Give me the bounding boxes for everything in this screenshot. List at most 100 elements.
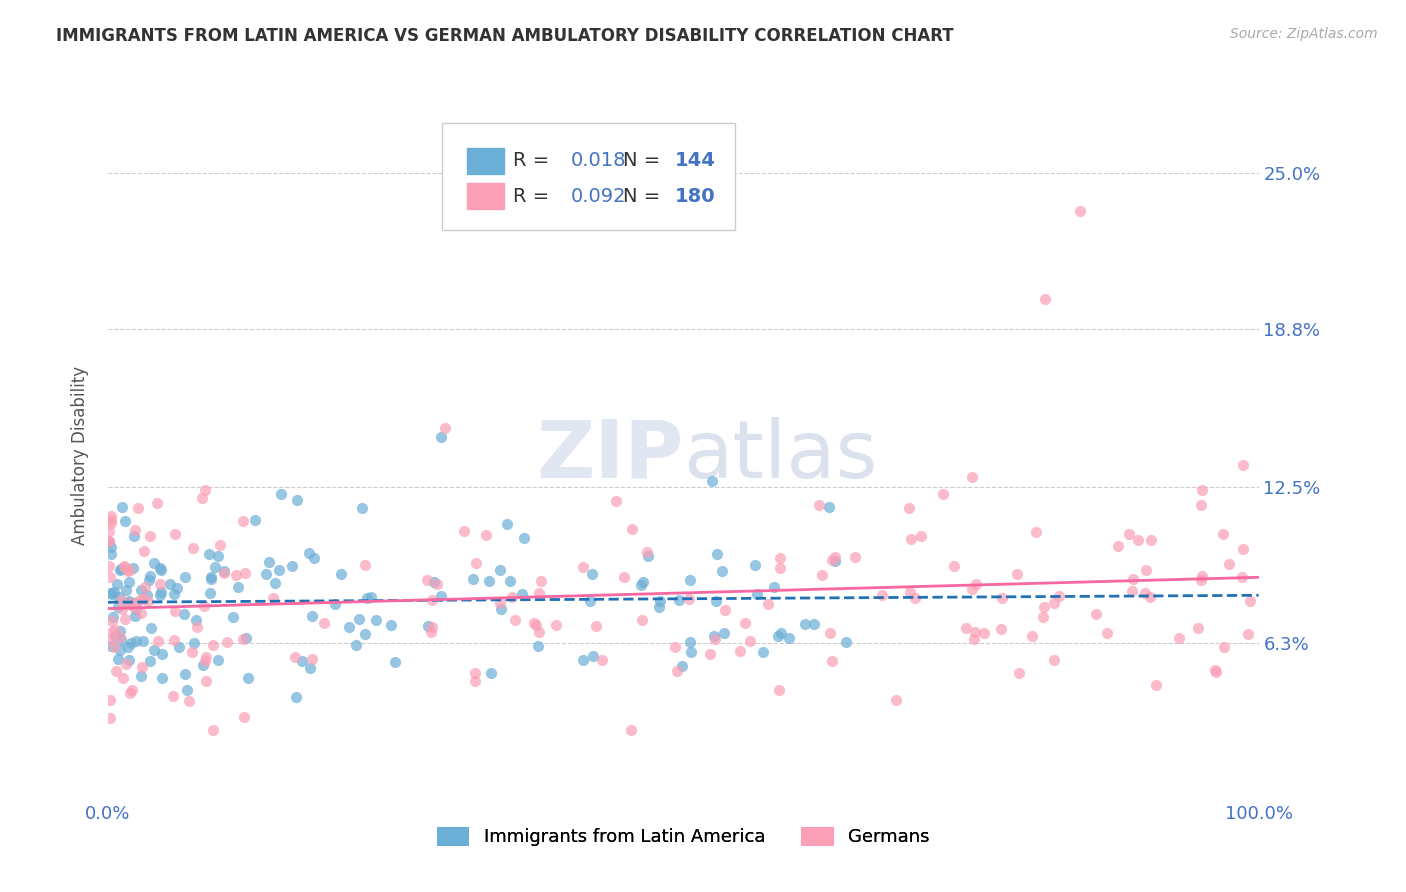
Point bbox=[97, 533, 120, 548]
Point bbox=[149, 563, 172, 577]
Point bbox=[464, 673, 486, 688]
Point bbox=[138, 573, 160, 587]
Point bbox=[259, 555, 281, 569]
Point bbox=[146, 633, 169, 648]
Point bbox=[703, 629, 725, 643]
Point bbox=[236, 671, 259, 685]
Point bbox=[648, 594, 671, 608]
Point bbox=[149, 561, 172, 575]
Point bbox=[960, 582, 983, 597]
Point bbox=[225, 568, 247, 582]
Point bbox=[111, 602, 134, 616]
Point bbox=[114, 515, 136, 529]
Point bbox=[679, 645, 702, 659]
Point bbox=[215, 634, 238, 648]
Point bbox=[354, 627, 377, 641]
Point bbox=[488, 563, 510, 577]
Point bbox=[127, 501, 149, 516]
Point bbox=[714, 602, 737, 616]
Point bbox=[530, 574, 553, 588]
Point bbox=[98, 585, 121, 599]
Point bbox=[226, 580, 249, 594]
Point bbox=[139, 529, 162, 543]
Point bbox=[114, 612, 136, 626]
Point bbox=[132, 591, 155, 606]
Point bbox=[1008, 666, 1031, 681]
Text: N =: N = bbox=[623, 152, 666, 170]
Point bbox=[1187, 621, 1209, 635]
Point bbox=[1084, 607, 1107, 621]
Point bbox=[209, 538, 232, 552]
Point bbox=[960, 470, 983, 484]
Point bbox=[212, 565, 235, 579]
Point bbox=[821, 654, 844, 668]
Point bbox=[163, 603, 186, 617]
Text: R =: R = bbox=[513, 152, 555, 170]
Point bbox=[706, 547, 728, 561]
Point bbox=[193, 599, 215, 614]
Text: 144: 144 bbox=[675, 152, 716, 170]
Point bbox=[232, 632, 254, 647]
Point bbox=[200, 572, 222, 586]
Text: atlas: atlas bbox=[683, 417, 877, 494]
Point bbox=[132, 544, 155, 558]
Point bbox=[201, 638, 224, 652]
Point bbox=[127, 594, 149, 608]
Point bbox=[323, 597, 346, 611]
Point bbox=[955, 621, 977, 635]
Point bbox=[665, 664, 688, 678]
Point bbox=[465, 557, 488, 571]
Point bbox=[117, 564, 139, 578]
Point bbox=[129, 669, 152, 683]
Point bbox=[350, 500, 373, 515]
Point bbox=[108, 563, 131, 577]
Point bbox=[679, 573, 702, 587]
Point bbox=[173, 667, 195, 681]
Point bbox=[120, 598, 142, 612]
Point bbox=[426, 576, 449, 591]
Point bbox=[152, 647, 174, 661]
Point bbox=[162, 690, 184, 704]
Point bbox=[1232, 458, 1254, 472]
Point bbox=[301, 652, 323, 666]
Point bbox=[200, 570, 222, 584]
Point bbox=[884, 693, 907, 707]
Point bbox=[418, 619, 440, 633]
Point bbox=[475, 528, 498, 542]
Point bbox=[131, 660, 153, 674]
Point bbox=[124, 596, 146, 610]
Point bbox=[524, 618, 547, 632]
Point bbox=[1218, 557, 1240, 571]
Point bbox=[112, 559, 135, 574]
Point bbox=[118, 563, 141, 577]
Point bbox=[112, 671, 135, 685]
Point bbox=[699, 647, 721, 661]
Text: 0.018: 0.018 bbox=[571, 152, 626, 170]
Point bbox=[186, 613, 208, 627]
Point bbox=[620, 723, 643, 738]
Point bbox=[98, 693, 121, 707]
Point bbox=[523, 615, 546, 630]
Point bbox=[194, 649, 217, 664]
Point bbox=[202, 723, 225, 738]
Point bbox=[101, 587, 124, 601]
Point bbox=[844, 549, 866, 564]
Point bbox=[118, 594, 141, 608]
Point bbox=[174, 570, 197, 584]
Point bbox=[751, 645, 773, 659]
Point bbox=[104, 664, 127, 678]
Point bbox=[932, 487, 955, 501]
Point bbox=[180, 645, 202, 659]
Point bbox=[176, 682, 198, 697]
Point bbox=[222, 610, 245, 624]
Point bbox=[1032, 610, 1054, 624]
Bar bbox=[467, 148, 503, 174]
Point bbox=[1069, 203, 1091, 218]
Point bbox=[124, 608, 146, 623]
Point bbox=[810, 568, 832, 582]
Point bbox=[1135, 563, 1157, 577]
Point bbox=[186, 620, 208, 634]
Point bbox=[207, 652, 229, 666]
Point bbox=[104, 630, 127, 644]
Point bbox=[453, 524, 475, 539]
